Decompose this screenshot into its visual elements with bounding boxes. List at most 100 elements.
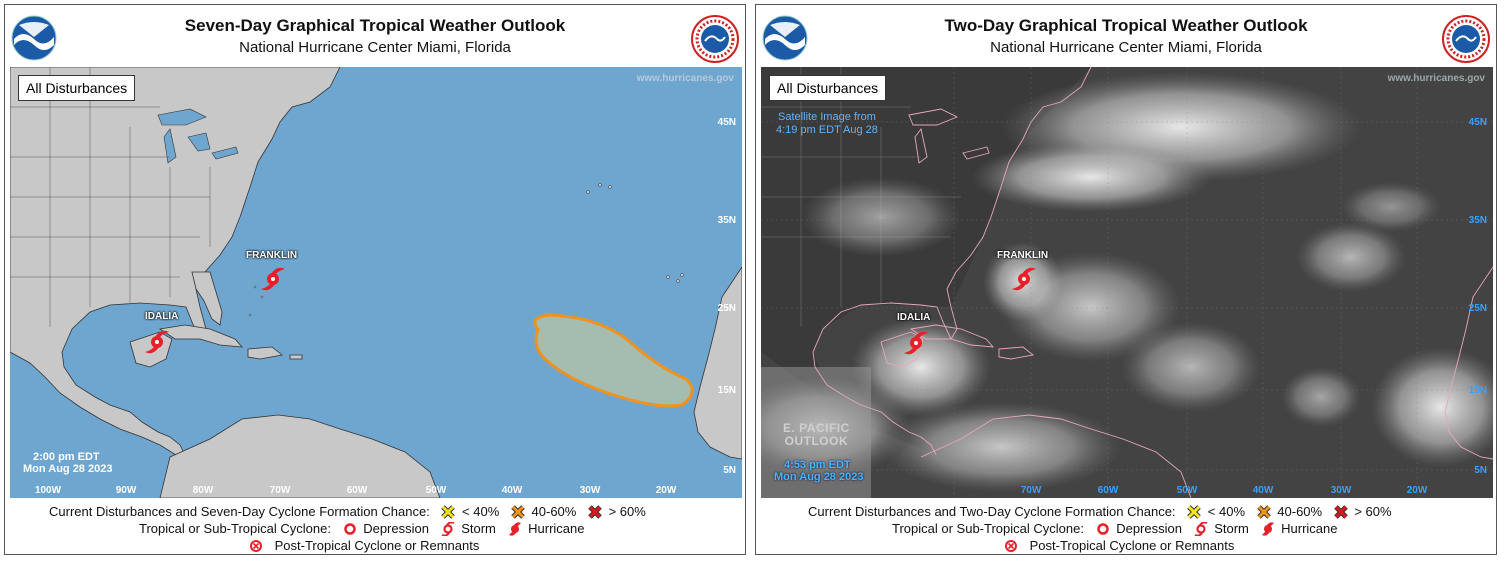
yellow-x-icon: [1187, 504, 1201, 519]
satellite-timestamp: Satellite Image from 4:19 pm EDT Aug 28: [776, 111, 878, 137]
panel-subtitle: National Hurricane Center Miami, Florida: [990, 39, 1262, 56]
hurricane-icon: [508, 521, 522, 536]
legend-post-tropical: Post-Tropical Cyclone or Remnants: [1029, 538, 1235, 554]
lat-label: 45N: [717, 117, 736, 128]
panel-title: Two-Day Graphical Tropical Weather Outlo…: [944, 16, 1308, 35]
orange-x-icon: [511, 504, 525, 519]
lat-label: 35N: [717, 215, 736, 226]
storm-icon: [441, 521, 455, 536]
source-url: www.hurricanes.gov: [1387, 73, 1485, 84]
legend-storm: Storm: [1214, 521, 1249, 537]
nws-logo-icon: [1442, 15, 1490, 63]
nws-logo-icon: [691, 15, 739, 63]
all-disturbances-label[interactable]: All Disturbances: [769, 75, 887, 101]
lat-label: 35N: [1468, 215, 1487, 226]
lon-label: 50W: [1176, 485, 1198, 496]
valid-time-line2: Mon Aug 28 2023: [23, 463, 113, 475]
legend-chance-high: > 60%: [608, 504, 646, 520]
legend-chance-mid: 40-60%: [531, 504, 577, 520]
epac-line1: E. PACIFIC: [783, 421, 850, 435]
orange-x-icon: [1256, 504, 1271, 519]
legend-row-post-tropical: Post-Tropical Cyclone or Remnants: [249, 537, 479, 553]
legend-row-chance: Current Disturbances and Two-Day Cyclone…: [808, 503, 1392, 519]
legend-cyclone-label: Tropical or Sub-Tropical Cyclone:: [139, 521, 331, 537]
satellite-map: All Disturbances www.hurricanes.gov Sate…: [761, 67, 1493, 498]
lat-label: 25N: [717, 303, 736, 314]
all-disturbances-label[interactable]: All Disturbances: [18, 75, 136, 101]
legend-row-cyclone: Tropical or Sub-Tropical Cyclone: Depres…: [892, 520, 1338, 536]
lat-label: 15N: [717, 385, 736, 396]
lon-label: 40W: [501, 485, 523, 496]
lon-label: 20W: [655, 485, 677, 496]
two-day-outlook-panel: Two-Day Graphical Tropical Weather Outlo…: [755, 4, 1497, 555]
storm-label-franklin: FRANKLIN: [246, 250, 298, 261]
legend-chance-mid: 40-60%: [1277, 504, 1323, 520]
lat-label: 5N: [723, 465, 736, 476]
land-florida: [191, 271, 223, 326]
lon-label: 30W: [579, 485, 601, 496]
hurricane-symbol-franklin[interactable]: [261, 267, 285, 291]
lon-label: 40W: [1252, 485, 1274, 496]
lon-label: 60W: [346, 485, 368, 496]
lon-label: 70W: [269, 485, 291, 496]
panel-header: Two-Day Graphical Tropical Weather Outlo…: [756, 5, 1496, 67]
lon-label: 90W: [115, 485, 137, 496]
post-tropical-icon: [1004, 539, 1018, 553]
lon-label: 80W: [192, 485, 214, 496]
lon-label: 70W: [1020, 485, 1042, 496]
satellite-line2: 4:19 pm EDT Aug 28: [776, 124, 878, 136]
legend-row-post-tropical: Post-Tropical Cyclone or Remnants: [1004, 537, 1234, 553]
legend-hurricane: Hurricane: [1281, 521, 1338, 537]
lon-label: 20W: [1406, 485, 1428, 496]
lon-label: 60W: [1097, 485, 1119, 496]
legend-hurricane: Hurricane: [528, 521, 585, 537]
legend-cyclone-label: Tropical or Sub-Tropical Cyclone:: [892, 521, 1084, 537]
lat-label: 5N: [1474, 465, 1487, 476]
panel-header: Seven-Day Graphical Tropical Weather Out…: [5, 5, 745, 67]
lat-label: 25N: [1468, 303, 1487, 314]
panel-title: Seven-Day Graphical Tropical Weather Out…: [184, 16, 566, 35]
noaa-logo-icon: [762, 15, 808, 61]
valid-time-line2: Mon Aug 28 2023: [774, 471, 864, 483]
legend-chance-label: Current Disturbances and Two-Day Cyclone…: [808, 504, 1176, 520]
legend-row-cyclone: Tropical or Sub-Tropical Cyclone: Depres…: [139, 520, 585, 536]
legend-chance-high: > 60%: [1354, 504, 1392, 520]
storm-label-idalia: IDALIA: [897, 312, 931, 323]
legend-row-chance: Current Disturbances and Seven-Day Cyclo…: [49, 503, 646, 519]
hurricane-symbol-franklin[interactable]: [1012, 267, 1036, 291]
land-hispaniola: [247, 346, 283, 360]
storm-icon: [1194, 521, 1208, 536]
lon-label: 50W: [425, 485, 447, 496]
depression-icon: [343, 522, 357, 536]
land-cuba: [158, 324, 243, 348]
red-x-icon: [588, 504, 602, 519]
source-url: www.hurricanes.gov: [636, 73, 734, 84]
depression-icon: [1096, 522, 1110, 536]
outlook-map: All Disturbances www.hurricanes.gov FRAN…: [10, 67, 742, 498]
disturbance-outline-area[interactable]: [533, 313, 694, 408]
lat-label: 45N: [1468, 117, 1487, 128]
hurricane-symbol-idalia[interactable]: [145, 330, 169, 354]
valid-time-line1: 4:53 pm EDT: [784, 459, 851, 471]
epac-line2: OUTLOOK: [784, 434, 849, 448]
land-north-america: [10, 67, 341, 456]
legend-chance-low: < 40%: [1207, 504, 1246, 520]
seven-day-outlook-panel: Seven-Day Graphical Tropical Weather Out…: [4, 4, 746, 555]
east-pacific-outlook-link[interactable]: E. PACIFIC OUTLOOK: [783, 422, 850, 448]
panel-subtitle: National Hurricane Center Miami, Florida: [239, 39, 511, 56]
legend-chance-label: Current Disturbances and Seven-Day Cyclo…: [49, 504, 430, 520]
lon-label: 100W: [34, 485, 62, 496]
valid-time: 2:00 pm EDT Mon Aug 28 2023: [23, 451, 112, 475]
land-south-america: [159, 414, 441, 498]
satellite-line1: Satellite Image from: [778, 111, 876, 123]
valid-time-line1: 2:00 pm EDT: [33, 451, 100, 463]
storm-label-franklin: FRANKLIN: [997, 250, 1049, 261]
land-africa: [693, 266, 742, 460]
yellow-x-icon: [441, 504, 456, 519]
hurricane-symbol-idalia[interactable]: [904, 331, 928, 355]
legend-chance-low: < 40%: [462, 504, 500, 520]
satellite-canvas: [761, 67, 1493, 498]
valid-time: 4:53 pm EDT Mon Aug 28 2023: [774, 459, 863, 483]
legend-depression: Depression: [363, 521, 429, 537]
storm-label-idalia: IDALIA: [145, 311, 179, 322]
